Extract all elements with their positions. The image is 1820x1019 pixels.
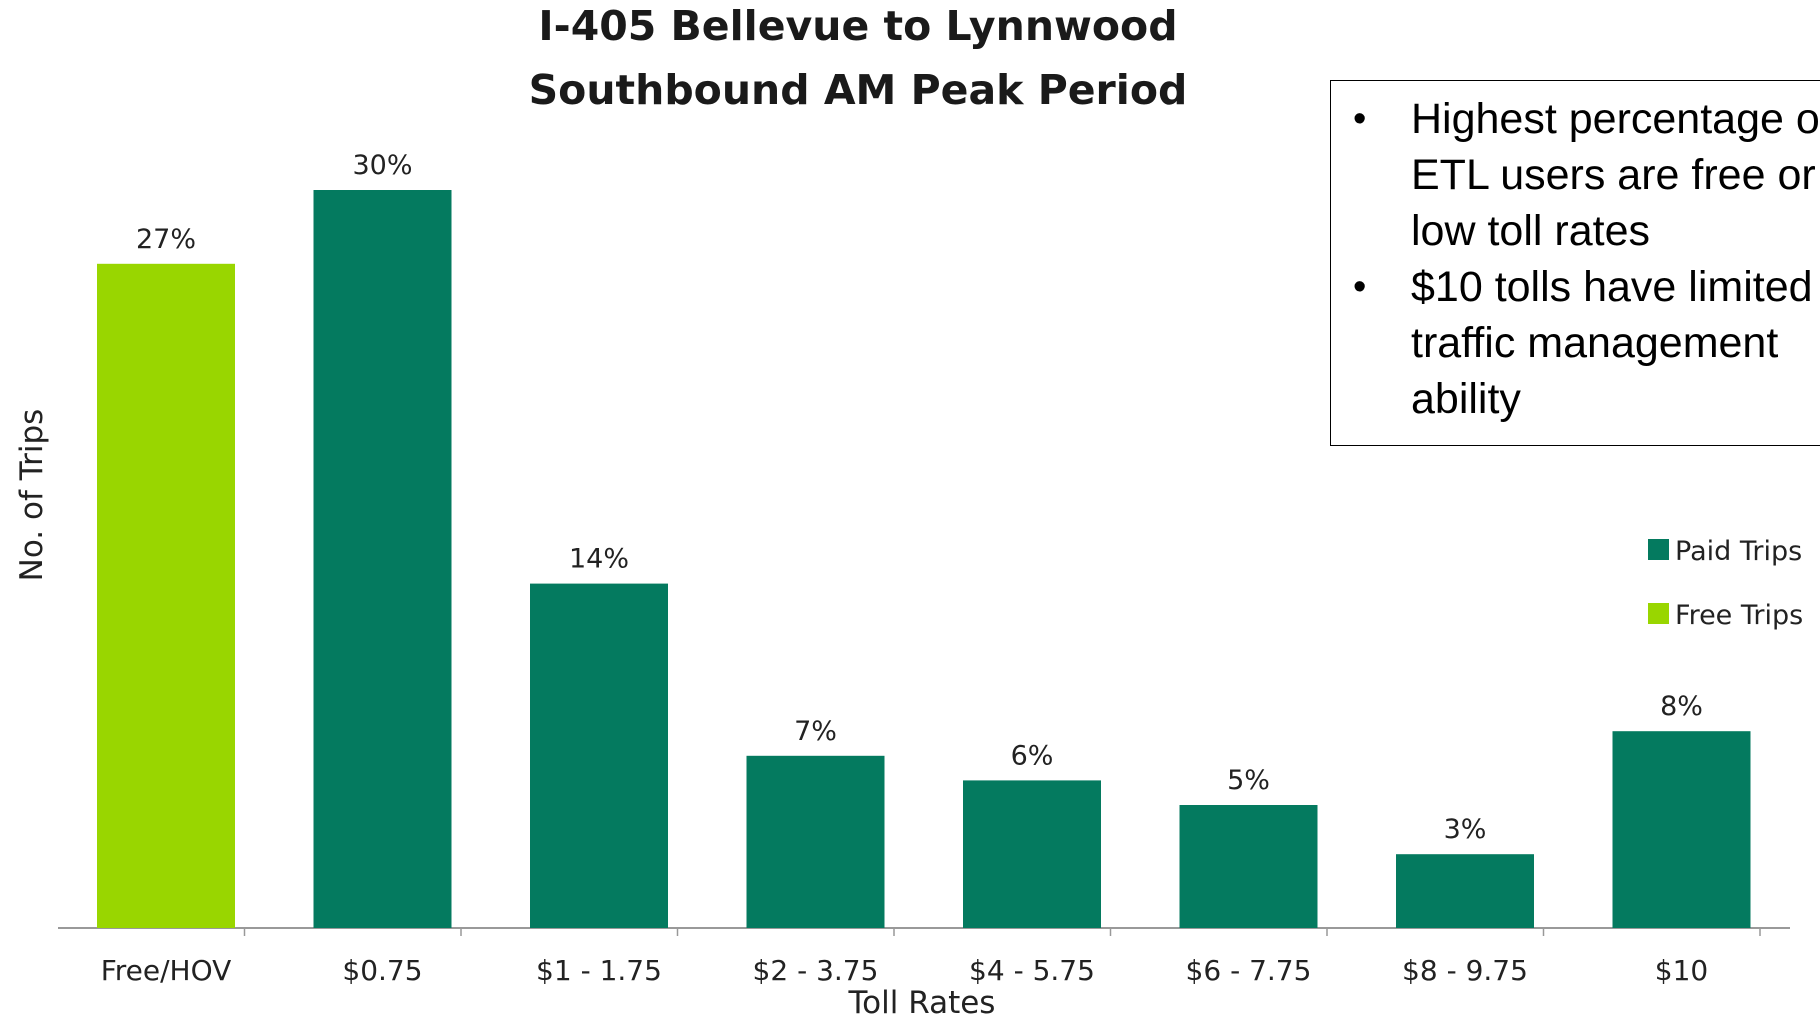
data-label-3: 14% — [569, 544, 629, 575]
x-tick-label-8: $10 — [1655, 954, 1708, 987]
callout-list: Highest percentage of ETL users are free… — [1331, 81, 1820, 427]
x-tick-label-3: $1 - 1.75 — [536, 954, 662, 987]
bar-3 — [530, 583, 668, 928]
data-label-4: 7% — [794, 716, 837, 747]
x-tick-label-4: $2 - 3.75 — [753, 954, 879, 987]
legend-swatch-2 — [1648, 603, 1669, 624]
data-label-2: 30% — [352, 150, 412, 181]
x-tick-label-5: $4 - 5.75 — [969, 954, 1095, 987]
x-tick-label-6: $6 - 7.75 — [1186, 954, 1312, 987]
legend: Paid Trips Free Trips — [1648, 536, 1803, 631]
bar-8 — [1612, 731, 1751, 928]
y-axis-title: No. of Trips — [14, 409, 50, 582]
legend-swatch-1 — [1648, 539, 1669, 560]
bar-2 — [313, 190, 452, 928]
chart-title-line-1: I-405 Bellevue to Lynnwood — [538, 2, 1177, 50]
bar-6 — [1179, 805, 1318, 928]
bar-4 — [746, 755, 885, 928]
data-label-7: 3% — [1444, 814, 1487, 845]
data-label-5: 6% — [1011, 740, 1054, 771]
callout-box: Highest percentage of ETL users are free… — [1330, 80, 1820, 446]
data-label-1: 27% — [136, 224, 196, 255]
bar-1 — [97, 263, 235, 928]
legend-label-2: Free Trips — [1675, 600, 1803, 631]
data-label-8: 8% — [1660, 691, 1703, 722]
chart-title-line-2: Southbound AM Peak Period — [529, 66, 1188, 114]
bars-layer: 27% Free/HOV 30% $0.75 14% $1 - 1.75 7% $2 - 3.… — [97, 150, 1761, 987]
x-tick-label-2: $0.75 — [342, 954, 422, 987]
data-label-6: 5% — [1227, 765, 1270, 796]
x-tick-label-1: Free/HOV — [101, 954, 232, 987]
callout-bullet-2: $10 tolls have limited traffic managemen… — [1353, 259, 1820, 427]
x-tick-label-7: $8 - 9.75 — [1402, 954, 1528, 987]
legend-label-1: Paid Trips — [1675, 536, 1802, 567]
bar-5 — [963, 780, 1101, 928]
x-axis-title: Toll Rates — [848, 985, 996, 1019]
callout-bullet-1: Highest percentage of ETL users are free… — [1353, 91, 1820, 259]
bar-7 — [1396, 854, 1534, 928]
